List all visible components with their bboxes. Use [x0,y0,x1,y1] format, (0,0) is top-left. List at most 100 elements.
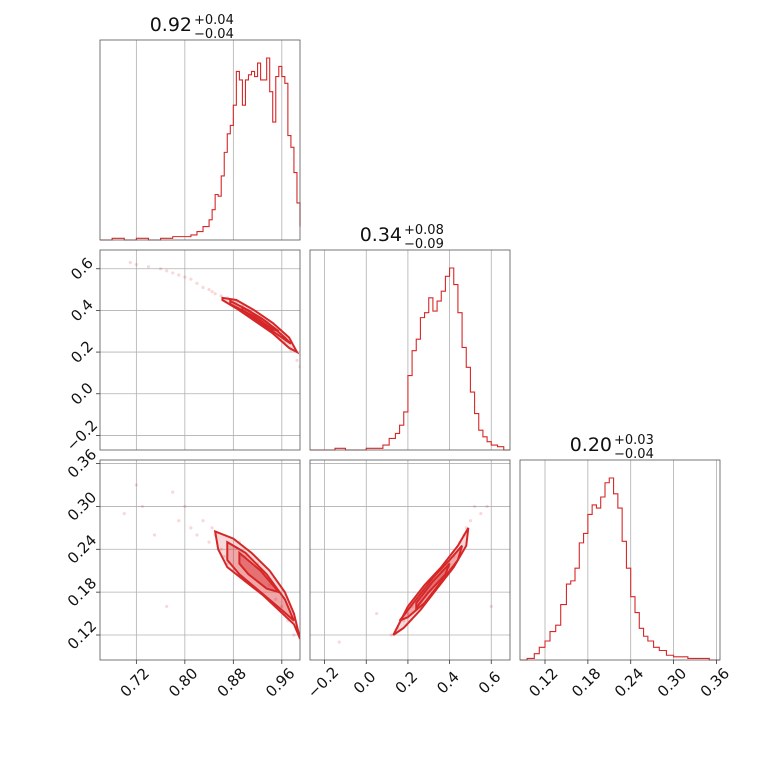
x-tick-label: 0.12 [525,664,561,700]
scatter-point [292,633,296,637]
histogram-panel-3 [519,459,721,661]
scatter-point [146,265,151,269]
scatter-point [274,597,278,601]
histogram-line [100,57,301,241]
contour-fill [227,542,294,621]
scatter-point [210,290,214,294]
scatter-point [472,504,477,509]
scatter-point [189,277,193,281]
scatter-point [195,533,199,537]
contour-line [241,305,280,333]
scatter-point [152,533,157,537]
scatter-panel-2 [99,459,301,661]
scatter-point [389,633,393,637]
panel-title-minus: −0.09 [404,237,444,252]
panel-title-plus: +0.03 [614,433,654,448]
y-tick-label: −0.2 [63,416,101,454]
x-tick-label: 0.18 [568,664,604,700]
scatter-panel-3 [309,459,511,661]
y-tick-label: 0.36 [64,445,100,481]
scatter-point [183,275,187,279]
scatter-point [183,504,187,509]
contour-line [392,527,470,636]
contour-line [213,529,300,639]
scatter-point [210,526,214,530]
x-tick-label: 0.0 [350,668,380,698]
contour-line [415,562,451,611]
panel-title-minus: −0.04 [194,27,234,42]
panel-title-plus: +0.04 [194,13,234,28]
y-tick-label: 0.24 [64,531,100,567]
axis-frame [309,459,511,661]
axis-frame [309,249,511,451]
histogram-line [310,267,510,451]
x-tick-label: 0.80 [165,664,201,700]
histogram-panel-2 [309,249,511,451]
scatter-point [165,269,169,273]
y-tick-label: 0.2 [67,337,97,367]
scatter-point [295,358,299,363]
scatter-point [171,271,175,275]
scatter-point [222,554,226,559]
y-tick-label: 0.12 [64,617,100,653]
scatter-panel-1 [99,249,301,451]
contour-line [238,550,282,595]
histogram-line [520,477,720,661]
scatter-point [219,294,223,298]
scatter-point [201,519,205,523]
scatter-point [122,511,126,516]
panel-title-plus: +0.08 [404,223,444,238]
scatter-point [201,285,205,290]
scatter-point [219,547,223,551]
axis-frame [519,459,721,661]
x-tick-label: −0.2 [304,663,342,701]
scatter-point [479,511,483,516]
axis-frame [99,249,301,451]
y-tick-label: 0.18 [64,574,100,610]
scatter-point [140,504,145,509]
contour-line [398,545,464,622]
x-tick-label: 0.4 [433,668,463,698]
panel-title-minus: −0.04 [614,447,654,462]
x-tick-label: 0.96 [262,664,298,700]
scatter-point [189,526,193,530]
y-tick-label: 0.30 [64,488,100,524]
scatter-point [207,540,211,544]
scatter-point [207,287,211,292]
x-tick-label: 0.24 [611,664,647,700]
scatter-point [406,611,410,616]
panel-title-value: 0.92 [150,14,192,36]
x-tick-label: 0.88 [214,664,250,700]
scatter-point [268,583,272,587]
scatter-point [337,640,341,644]
scatter-point [134,262,138,267]
scatter-point [375,611,379,616]
x-tick-label: 0.36 [697,664,733,700]
scatter-point [489,604,493,609]
scatter-point [128,260,132,265]
x-tick-label: 0.72 [117,664,153,700]
scatter-point [165,604,169,609]
y-tick-label: 0.4 [67,296,97,326]
x-tick-label: 0.30 [654,664,690,700]
contour-line [226,540,295,622]
y-tick-label: 0.6 [67,254,97,284]
scatter-point [177,273,181,277]
histogram-panel-1 [99,39,301,241]
scatter-point [468,519,473,523]
scatter-point [134,483,138,487]
scatter-point [171,490,175,494]
x-tick-label: 0.6 [475,668,505,698]
scatter-point [485,504,489,509]
axis-frame [99,39,301,241]
scatter-point [213,292,217,296]
y-tick-label: 0.0 [67,379,97,409]
scatter-point [280,604,284,609]
contour-fill [239,552,279,593]
contour-fill [215,531,300,639]
panel-title-value: 0.34 [360,224,402,246]
scatter-point [159,267,163,271]
x-tick-label: 0.2 [392,668,422,698]
axis-frame [99,459,301,661]
